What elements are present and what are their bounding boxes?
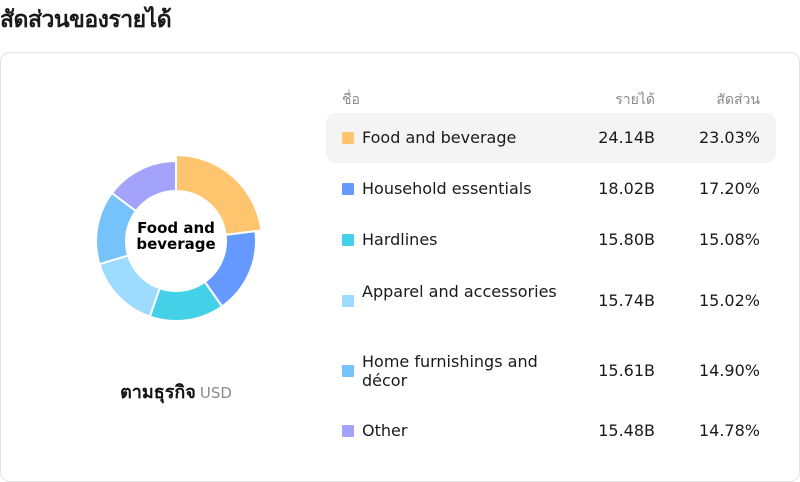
row-name: Apparel and accessories (362, 282, 557, 301)
row-revenue: 15.80B (598, 230, 655, 249)
legend-swatch (342, 132, 354, 144)
row-share: 15.08% (698, 230, 760, 249)
legend-swatch (342, 425, 354, 437)
donut-slice[interactable] (98, 254, 161, 318)
donut-center-label: Food and beverage (136, 219, 216, 253)
row-share: 17.20% (698, 179, 760, 198)
row-revenue: 15.74B (598, 291, 655, 310)
segment-label: ตามธุรกิจ (120, 382, 196, 403)
row-revenue: 15.61B (598, 361, 655, 380)
row-revenue: 24.14B (598, 128, 655, 147)
currency-unit: USD (199, 384, 232, 402)
table-row[interactable]: Apparel and accessories 15.74B 15.02% (326, 266, 776, 336)
legend-swatch (342, 365, 354, 377)
revenue-table: ชื่อ รายได้ สัดส่วน Food and beverage 24… (326, 83, 776, 440)
table-row[interactable]: Household essentials 18.02B 17.20% (326, 164, 776, 214)
donut-slice[interactable] (110, 159, 177, 213)
chart-caption: ตามธุรกิจ USD (1, 377, 351, 406)
row-share: 23.03% (698, 128, 760, 147)
revenue-share-card: Food and beverage ตามธุรกิจ USD ชื่อ รายไ… (0, 52, 800, 482)
row-revenue: 18.02B (598, 179, 655, 198)
table-row[interactable]: Hardlines 15.80B 15.08% (326, 215, 776, 265)
column-header-share: สัดส่วน (716, 92, 760, 108)
row-name: Hardlines (362, 230, 438, 249)
donut-chart (95, 153, 263, 322)
table-header: ชื่อ รายได้ สัดส่วน (326, 83, 776, 113)
legend-swatch (342, 234, 354, 246)
column-header-revenue: รายได้ (615, 92, 655, 108)
row-name: Household essentials (362, 179, 532, 198)
table-row[interactable]: Home furnishings and décor 15.61B 14.90% (326, 336, 776, 406)
legend-swatch (342, 295, 354, 307)
row-name: Food and beverage (362, 128, 517, 147)
row-name: Home furnishings and décor (362, 352, 538, 390)
table-row[interactable]: Other 15.48B 14.78% (326, 406, 776, 456)
row-revenue: 15.48B (598, 421, 655, 440)
row-share: 14.90% (698, 361, 760, 380)
table-row[interactable]: Food and beverage 24.14B 23.03% (326, 113, 776, 163)
donut-slice[interactable] (175, 153, 263, 236)
page-title: สัดส่วนของรายได้ (0, 7, 172, 33)
row-share: 15.02% (698, 291, 760, 310)
column-header-name: ชื่อ (342, 92, 360, 108)
row-share: 14.78% (698, 421, 760, 440)
row-name: Other (362, 421, 408, 440)
legend-swatch (342, 183, 354, 195)
